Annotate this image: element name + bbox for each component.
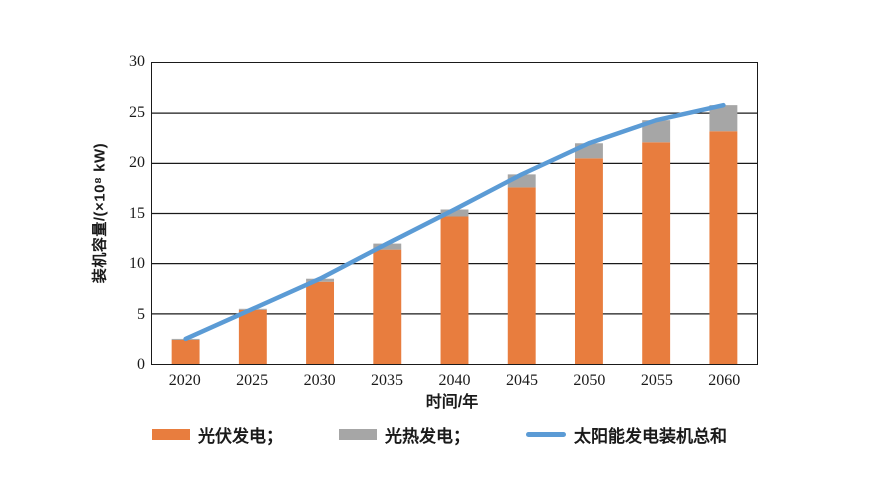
pv-swatch-icon bbox=[152, 429, 190, 440]
legend-item-pv: 光伏发电； bbox=[152, 422, 283, 447]
legend: 光伏发电； 光热发电； 太阳能发电装机总和 bbox=[0, 422, 879, 447]
bar-csp-2035 bbox=[373, 243, 402, 250]
x-tick-label-2025: 2025 bbox=[236, 372, 269, 389]
total-line bbox=[183, 102, 726, 342]
bar-pv-2025 bbox=[238, 309, 267, 364]
bar-csp-2040 bbox=[440, 209, 469, 217]
bar-pv-2055 bbox=[642, 142, 671, 364]
x-tick-label-2050: 2050 bbox=[573, 372, 606, 389]
bars bbox=[171, 105, 738, 364]
total-line-swatch-icon bbox=[526, 432, 566, 437]
x-tick-label-2040: 2040 bbox=[438, 372, 471, 389]
y-tick-label-30: 30 bbox=[129, 53, 145, 70]
bar-csp-2055 bbox=[642, 120, 671, 143]
legend-item-total: 太阳能发电装机总和 bbox=[526, 422, 727, 447]
x-axis-title: 时间/年 bbox=[425, 394, 479, 411]
legend-label-total: 太阳能发电装机总和 bbox=[574, 427, 727, 446]
legend-item-csp: 光热发电； bbox=[339, 422, 470, 447]
y-tick-label-10: 10 bbox=[129, 255, 145, 272]
csp-swatch-icon bbox=[339, 429, 377, 440]
bar-pv-2050 bbox=[574, 158, 603, 364]
x-tick-label-2045: 2045 bbox=[505, 372, 538, 389]
legend-label-csp: 光热发电； bbox=[385, 427, 470, 446]
x-tick-label-2060: 2060 bbox=[708, 372, 741, 389]
chart-svg bbox=[152, 102, 757, 364]
y-tick-label-20: 20 bbox=[129, 154, 145, 171]
y-tick-label-15: 15 bbox=[129, 204, 145, 222]
y-tick-label-25: 25 bbox=[129, 103, 145, 121]
x-tick-label-2035: 2035 bbox=[371, 372, 404, 389]
bar-pv-2040 bbox=[440, 216, 469, 364]
total-line-path bbox=[183, 102, 726, 342]
y-tick-label-0: 0 bbox=[137, 356, 145, 373]
plot-area bbox=[151, 62, 758, 365]
bar-pv-2035 bbox=[373, 249, 402, 364]
bar-pv-2020 bbox=[171, 339, 200, 364]
bar-pv-2045 bbox=[507, 187, 536, 364]
x-tick-label-2030: 2030 bbox=[303, 372, 336, 389]
legend-label-pv: 光伏发电； bbox=[198, 427, 283, 446]
x-tick-label-2055: 2055 bbox=[640, 372, 673, 389]
y-tick-label-5: 5 bbox=[137, 305, 145, 323]
bar-pv-2030 bbox=[306, 281, 335, 364]
x-tick-label-2020: 2020 bbox=[168, 372, 201, 389]
bar-pv-2060 bbox=[709, 131, 738, 364]
